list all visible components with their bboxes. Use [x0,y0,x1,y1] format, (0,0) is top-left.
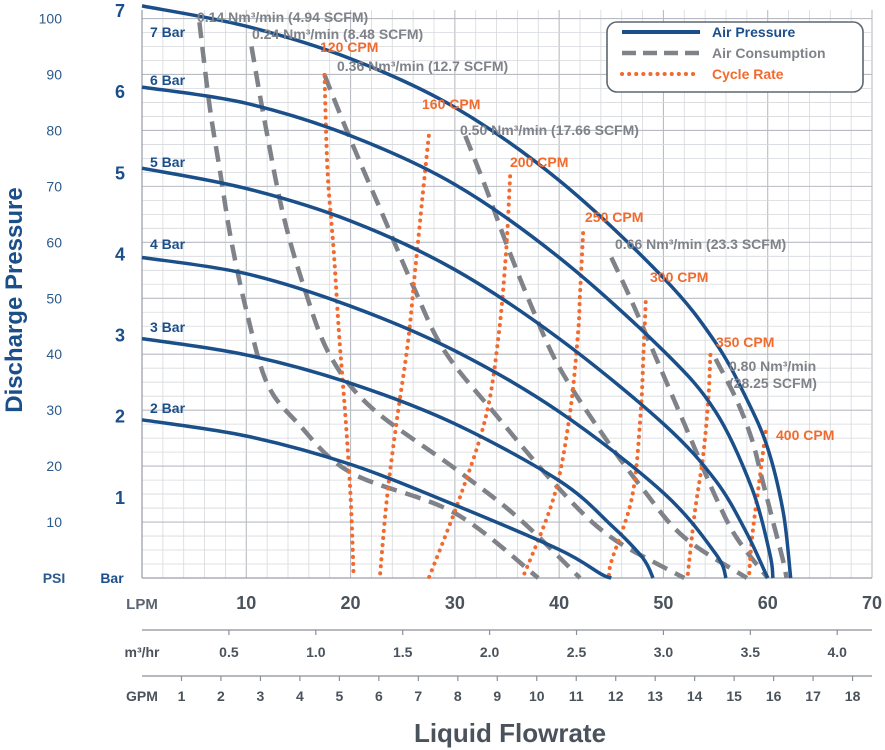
bar-tick-label: 6 [115,82,125,102]
gpm-tick-label: 17 [805,688,821,704]
air-pressure-line [141,418,612,580]
air-consumption-label: 0.14 Nm³/min (4.94 SCFM) [197,9,368,25]
lpm-tick-label: 10 [236,593,256,613]
air-consumption-label: 0.66 Nm³/min (23.3 SCFM) [615,236,786,252]
psi-axis-label: PSI [43,570,66,586]
gpm-tick-label: 3 [257,688,265,704]
legend-label: Air Consumption [712,45,826,61]
air-pressure-label: 4 Bar [150,236,186,252]
air-consumption-line [463,134,749,580]
gpm-tick-label: 1 [178,688,186,704]
psi-tick-label: 30 [46,402,62,418]
bar-tick-label: 3 [115,326,125,346]
air-pressure-line [141,336,655,579]
air-pressure-line [141,166,770,579]
psi-tick-label: 50 [46,290,62,306]
bar-tick-label: 5 [115,163,125,183]
air-consumption-label: 0.36 Nm³/min (12.7 SCFM) [337,58,508,74]
psi-tick-label: 70 [46,178,62,194]
gpm-tick-label: 2 [217,688,225,704]
air-consumption-label: 0.50 Nm³/min (17.66 SCFM) [460,122,639,138]
psi-tick-label: 90 [46,66,62,82]
cycle-rate-label: 200 CPM [510,154,568,170]
bar-axis-label: Bar [100,570,124,586]
gpm-tick-label: 12 [608,688,624,704]
cycle-rate-line [606,300,648,580]
cycle-rate-label: 350 CPM [716,334,774,350]
gpm-tick-label: 6 [375,688,383,704]
bar-tick-label: 4 [115,244,125,264]
gpm-tick-label: 9 [493,688,501,704]
gpm-axis-label: GPM [126,688,158,704]
lpm-axis-label: LPM [126,596,158,613]
air-consumption-line [713,357,789,579]
m3hr-tick-label: 4.0 [828,644,848,660]
air-pressure-label: 7 Bar [150,24,186,40]
cycle-rate-label: 300 CPM [650,269,708,285]
y-axis-title: Discharge Pressure [1,187,28,412]
air-pressure-label: 6 Bar [150,72,186,88]
lpm-tick-label: 50 [653,593,673,613]
cycle-rate-line [685,352,713,580]
m3hr-tick-label: 2.5 [567,644,587,660]
air-pressure-line [141,4,793,579]
air-pressure-label: 5 Bar [150,154,186,170]
m3hr-tick-label: 2.0 [480,644,500,660]
lpm-tick-label: 30 [445,593,465,613]
air-consumption-line [249,46,582,580]
gpm-tick-label: 16 [766,688,782,704]
psi-tick-label: 80 [46,122,62,138]
gpm-tick-label: 15 [726,688,742,704]
cycle-rate-label: 400 CPM [776,427,834,443]
psi-tick-label: 20 [46,458,62,474]
gpm-tick-label: 14 [687,688,703,704]
lpm-tick-label: 60 [758,593,778,613]
m3hr-tick-label: 3.5 [741,644,761,660]
air-consumption-label: 0.80 Nm³/min (28.25 SCFM) [729,358,817,391]
air-pressure-line [141,85,775,579]
m3hr-tick-label: 1.5 [393,644,413,660]
air-pressure-label: 2 Bar [150,400,186,416]
m3hr-tick-label: 3.0 [654,644,674,660]
cycle-rate-label: 120 CPM [320,39,378,55]
legend-label: Cycle Rate [712,66,784,82]
x-axis-title: Liquid Flowrate [414,718,606,748]
lpm-tick-label: 40 [549,593,569,613]
lpm-tick-label: 70 [862,593,882,613]
gpm-tick-label: 10 [529,688,545,704]
cycle-rate-line [746,429,768,580]
gpm-tick-label: 18 [845,688,861,704]
cycle-rate-label: 160 CPM [422,96,480,112]
legend-label: Air Pressure [712,24,795,40]
air-pressure-label: 3 Bar [150,319,186,335]
bar-tick-label: 2 [115,407,125,427]
psi-tick-label: 60 [46,234,62,250]
air-pressure-line [141,255,728,579]
gpm-tick-label: 8 [454,688,462,704]
bar-tick-label: 7 [115,1,125,21]
cycle-rate-label: 250 CPM [585,209,643,225]
m3hr-axis-label: m³/hr [125,644,161,660]
air-consumption-line [322,74,686,580]
m3hr-tick-label: 0.5 [219,644,239,660]
cycle-rate-line [377,133,431,580]
bar-tick-label: 1 [115,488,125,508]
gpm-tick-label: 7 [414,688,422,704]
psi-tick-label: 10 [46,514,62,530]
lpm-tick-label: 20 [341,593,361,613]
gpm-tick-label: 4 [296,688,304,704]
cycle-rate-line [426,174,513,580]
air-consumption-label: 0.24 Nm³/min (8.48 SCFM) [252,26,423,42]
gpm-tick-label: 5 [335,688,343,704]
gpm-tick-label: 13 [647,688,663,704]
m3hr-tick-label: 1.0 [306,644,326,660]
cycle-rate-line [520,231,586,580]
psi-tick-label: 40 [46,346,62,362]
air-consumption-line [609,256,770,580]
gpm-tick-label: 11 [569,688,584,704]
psi-tick-label: 100 [39,11,63,27]
